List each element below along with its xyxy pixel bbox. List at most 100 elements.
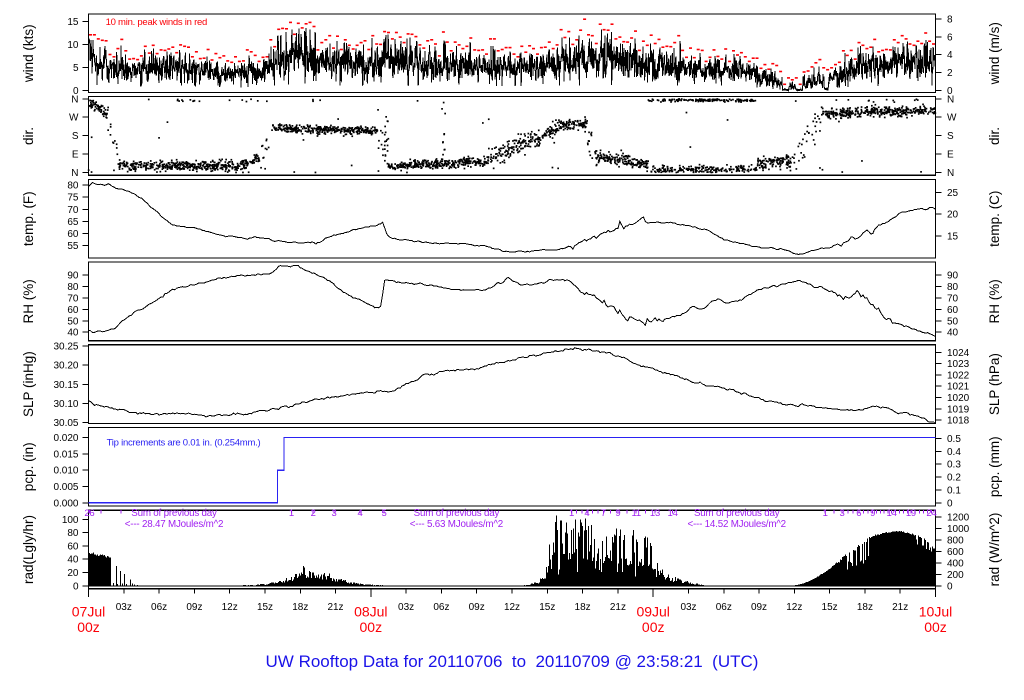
dir-dot: [848, 113, 851, 115]
dir-dot: [549, 126, 551, 128]
dir-dot: [363, 130, 365, 133]
dir-dot: [377, 109, 379, 111]
dir-dot: [250, 98, 252, 101]
dir-dot: [828, 115, 830, 118]
x-day-label: 09Jul: [636, 603, 669, 619]
x-minor-label: 15z: [257, 602, 273, 613]
dir-dot: [772, 163, 775, 166]
dir-dot: [340, 130, 343, 132]
dir-dot: [354, 128, 356, 130]
dir-dot: [420, 165, 422, 168]
dir-dot: [645, 164, 648, 166]
dir-dot: [873, 106, 875, 109]
peak-dot: [269, 39, 273, 41]
dir-dot: [476, 158, 479, 160]
pcp-panel: 0.0000.0050.0100.0150.02000.10.20.30.40.…: [21, 426, 1002, 509]
dir-dot: [748, 165, 750, 168]
dir-dot: [503, 161, 506, 164]
dir-dot: [841, 114, 844, 117]
dir-dot: [153, 168, 156, 171]
peak-dot: [932, 43, 935, 45]
dir-dot: [639, 165, 641, 167]
dir-dot: [170, 159, 173, 162]
dir-dot: [583, 124, 586, 127]
dir-dot: [596, 156, 599, 158]
peak-dot: [100, 39, 104, 42]
dir-dot: [279, 127, 282, 130]
dir-dot: [924, 106, 926, 109]
dir-dot: [467, 158, 469, 160]
dir-dot: [91, 100, 94, 103]
dir-dot: [402, 166, 404, 169]
dir-dot: [851, 112, 853, 114]
peak-dot: [445, 41, 449, 43]
slp-left-tick-label: 30.20: [53, 361, 78, 372]
peak-dot: [461, 47, 465, 50]
dir-dot: [358, 128, 360, 131]
peak-dot: [136, 58, 140, 61]
dir-dot: [832, 112, 835, 115]
dir-dot: [451, 164, 453, 166]
dir-dot: [487, 162, 489, 165]
dir-dot: [277, 128, 279, 131]
peak-dot: [916, 40, 920, 42]
dir-dot: [109, 126, 112, 128]
dir-dot: [703, 99, 705, 101]
dir-dot: [612, 156, 614, 159]
dir-dot: [711, 99, 714, 102]
dir-dot: [420, 163, 422, 165]
dir-dot: [557, 129, 560, 132]
dir-dot: [614, 160, 616, 162]
x-minor-label: 09z: [469, 602, 485, 613]
dir-dot: [598, 158, 601, 160]
dir-dot: [831, 107, 833, 110]
dir-dot: [95, 101, 97, 103]
dir-dot: [531, 137, 534, 140]
peak-dot: [304, 23, 308, 25]
dir-dot: [336, 127, 338, 129]
dir-dot: [119, 164, 122, 167]
dir-dot: [535, 134, 538, 136]
dir-dot: [789, 169, 792, 172]
dir-dot: [552, 129, 555, 131]
peak-dot: [736, 54, 739, 56]
dir-dot: [739, 98, 742, 101]
dir-dot: [678, 164, 681, 167]
dir-dot: [338, 129, 341, 131]
dir-dot: [534, 145, 536, 148]
dir-dot: [603, 158, 605, 161]
rad-right-tick-label: 200: [947, 570, 964, 581]
dir-dot: [698, 99, 700, 102]
mj-tick-label: 1: [823, 508, 828, 519]
dir-dot: [618, 160, 621, 163]
dir-dot: [150, 164, 153, 166]
rad-sum-value: <--- 28.47 MJoules/m^2: [125, 519, 223, 530]
rad-left-tick-label: 80: [67, 528, 79, 539]
peak-dot: [888, 49, 892, 51]
dir-dot: [475, 164, 477, 166]
dir-dot: [622, 161, 624, 163]
dir-dot: [350, 133, 353, 135]
dir-dot: [382, 154, 384, 157]
dir-dot: [490, 161, 492, 163]
peak-dot: [222, 55, 226, 57]
peak-dot: [834, 63, 837, 66]
dir-dot: [159, 165, 161, 167]
dir-dot: [298, 129, 300, 131]
dir-dot: [879, 114, 881, 117]
dir-dot: [343, 131, 346, 133]
dir-dot: [412, 165, 414, 168]
dir-dot: [228, 163, 230, 166]
mj-tick-label: 4: [584, 508, 589, 519]
dir-dot: [436, 167, 439, 169]
dir-dot: [743, 171, 746, 173]
dir-dot: [364, 131, 367, 134]
peak-dot: [430, 39, 434, 41]
rh-right-tick-label: 60: [947, 305, 959, 316]
dir-dot: [242, 171, 244, 174]
dir-dot: [835, 118, 837, 120]
dir-dot: [631, 163, 633, 165]
dir-dot: [168, 162, 170, 164]
dir-dot: [448, 159, 451, 162]
